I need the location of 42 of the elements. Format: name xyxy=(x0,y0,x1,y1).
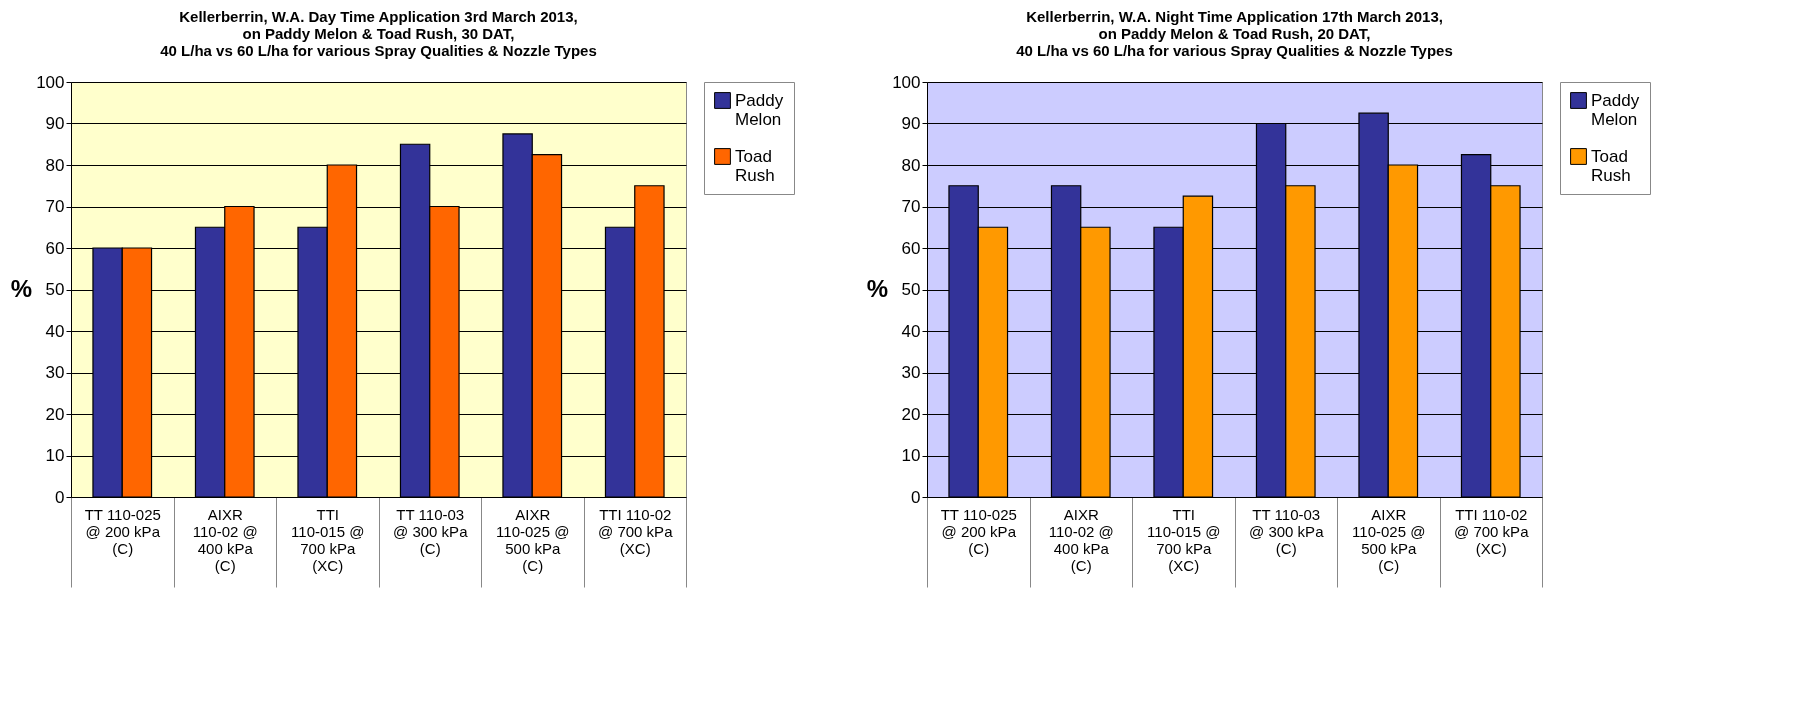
y-tick-label: 60 xyxy=(901,238,921,258)
y-tick-label: 90 xyxy=(45,114,65,133)
x-tick-label: AIXR 110-02 @ 400 kPa (C) xyxy=(192,505,258,574)
y-tick-label: 30 xyxy=(45,363,65,382)
y-tick-label: 80 xyxy=(901,155,921,175)
x-tick-label: TTI 110-015 @ 700 kPa (XC) xyxy=(1147,505,1221,574)
chart-title: Kellerberrin, W.A. Day Time Application 3rd March 2013, on Paddy Melon & Toad Rush, 30 DAT, 40 L/ha vs 60 L/ha for various Spray Qualities & Nozzle Types xyxy=(160,8,597,59)
x-tick-label: TTI 110-015 @ 700 kPa (XC) xyxy=(291,505,365,574)
y-tick-label: 50 xyxy=(45,280,65,299)
x-tick-label: TT 110-025 @ 200 kPa (C) xyxy=(940,505,1017,557)
y-tick-label: 70 xyxy=(901,197,921,216)
y-tick-label: 10 xyxy=(45,446,65,465)
y-tick-label: 40 xyxy=(45,321,65,341)
x-tick-label: TTI 110-02 @ 700 kPa (XC) xyxy=(1454,505,1530,557)
x-tick-label: AIXR 110-02 @ 400 kPa (C) xyxy=(1048,505,1114,574)
x-tick-label: TT 110-025 @ 200 kPa (C) xyxy=(84,505,161,557)
y-tick-label: 60 xyxy=(45,238,65,258)
y-axis-title: % xyxy=(10,275,33,302)
y-tick-label: 80 xyxy=(45,155,65,175)
y-tick-label: 0 xyxy=(55,487,65,507)
y-tick-label: 30 xyxy=(901,363,921,382)
y-tick-label: 100 xyxy=(892,72,921,92)
y-tick-label: 70 xyxy=(45,197,65,216)
x-tick-label: AIXR 110-025 @ 500 kPa (C) xyxy=(496,505,570,574)
y-tick-label: 50 xyxy=(901,280,921,299)
y-tick-label: 0 xyxy=(911,487,921,507)
chart-title: Kellerberrin, W.A. Night Time Application 17th March 2013, on Paddy Melon & Toad Rush, 20 DAT, 40 L/ha vs 60 L/ha for various Spray Qualities & Nozzle Types xyxy=(1016,8,1453,59)
legend-label: Paddy Melon xyxy=(735,90,784,129)
x-tick-label: TTI 110-02 @ 700 kPa (XC) xyxy=(598,505,674,557)
y-tick-label: 20 xyxy=(901,404,921,424)
y-tick-label: 10 xyxy=(901,446,921,465)
y-axis-title: % xyxy=(866,275,889,302)
x-tick-label: AIXR 110-025 @ 500 kPa (C) xyxy=(1352,505,1426,574)
x-tick-label: TT 110-03 @ 300 kPa (C) xyxy=(393,505,469,557)
y-tick-label: 90 xyxy=(901,114,921,133)
legend-label: Paddy Melon xyxy=(1591,90,1640,129)
y-tick-label: 40 xyxy=(901,321,921,341)
x-tick-label: TT 110-03 @ 300 kPa (C) xyxy=(1249,505,1325,557)
legend-label: Toad Rush xyxy=(735,146,775,185)
y-tick-label: 100 xyxy=(36,72,65,92)
legend-label: Toad Rush xyxy=(1591,146,1631,185)
y-tick-label: 20 xyxy=(45,404,65,424)
